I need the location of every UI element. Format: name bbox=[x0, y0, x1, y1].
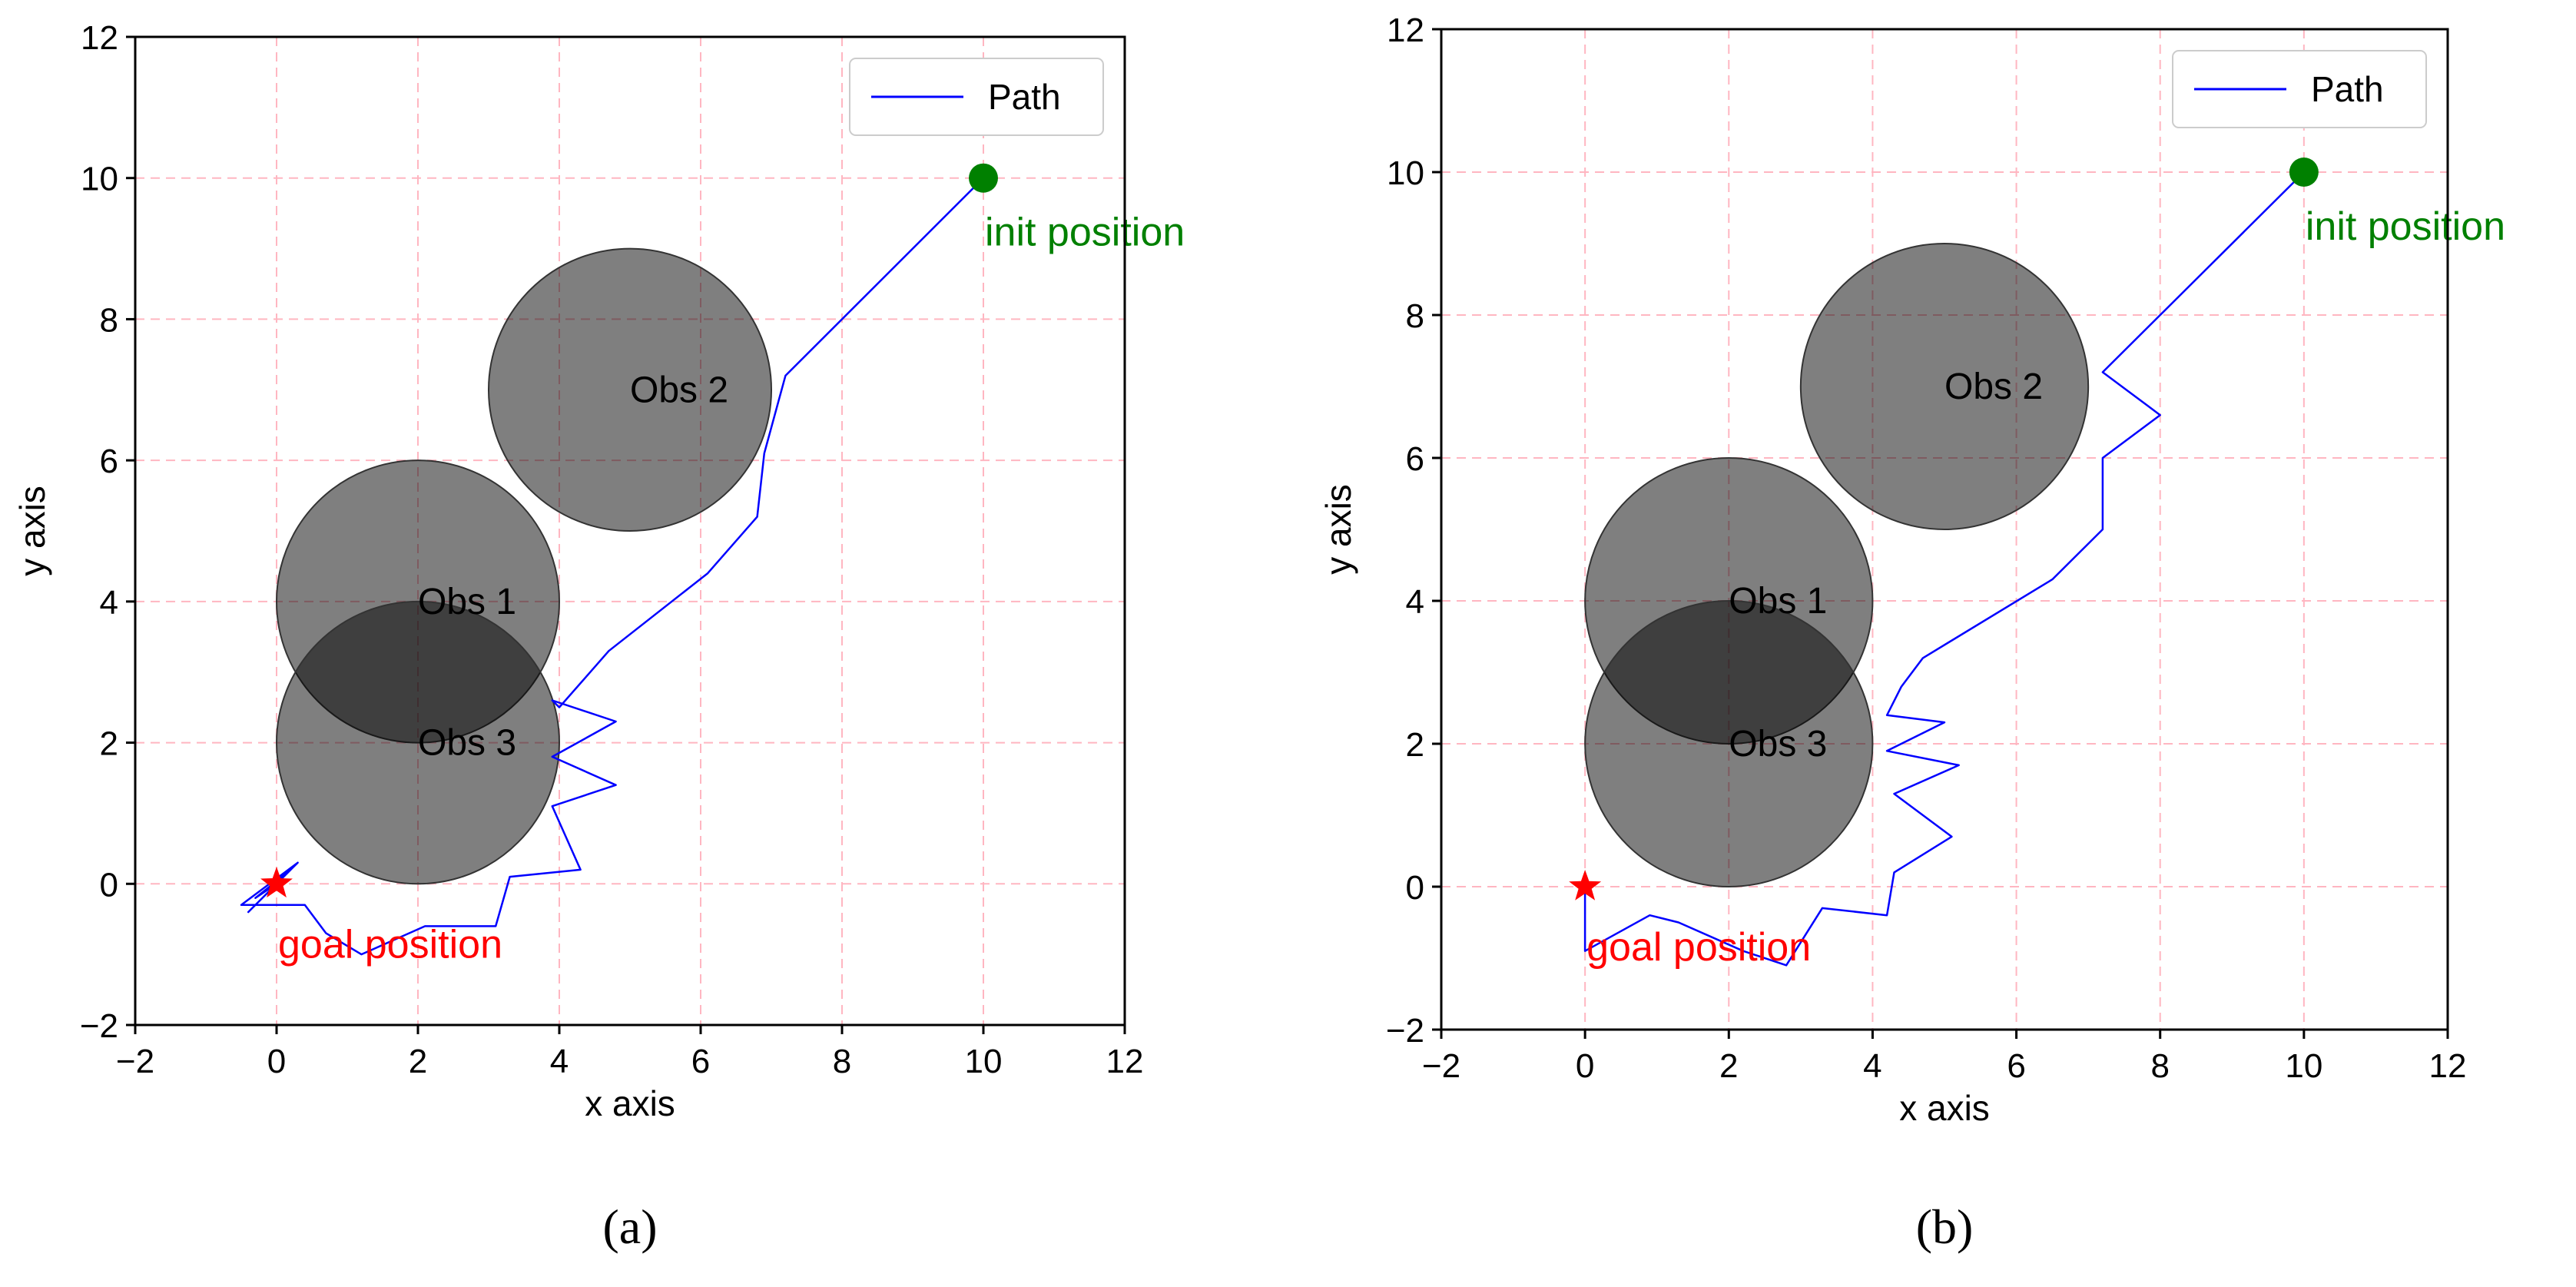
obstacle-label: Obs 1 bbox=[418, 582, 516, 622]
goal-label: goal position bbox=[278, 922, 502, 967]
obstacle-label: Obs 3 bbox=[418, 723, 516, 764]
goal-marker bbox=[1569, 870, 1602, 901]
y-tick-label: 0 bbox=[1406, 869, 1424, 907]
y-axis-label: y axis bbox=[12, 486, 52, 576]
y-tick-label: 6 bbox=[100, 443, 118, 480]
x-axis-label: x axis bbox=[585, 1083, 675, 1123]
legend-label: Path bbox=[2311, 69, 2384, 109]
x-tick-label: 10 bbox=[965, 1043, 1003, 1080]
x-tick-label: 4 bbox=[1863, 1047, 1881, 1085]
path-line bbox=[240, 177, 984, 956]
x-tick-label: 2 bbox=[409, 1043, 427, 1080]
axes-frame bbox=[1440, 28, 2449, 1031]
obstacle-circle bbox=[488, 247, 772, 532]
path-line bbox=[1583, 171, 2305, 967]
init-marker bbox=[969, 163, 998, 193]
obstacle-label: Obs 2 bbox=[630, 370, 728, 410]
obstacle-circle bbox=[276, 600, 560, 885]
init-label: init position bbox=[2306, 204, 2505, 249]
x-tick-label: 2 bbox=[1719, 1047, 1738, 1085]
obstacle-circle bbox=[1584, 600, 1874, 887]
x-tick-label: −2 bbox=[116, 1043, 154, 1080]
y-tick-label: −2 bbox=[80, 1007, 118, 1045]
obstacle-label: Obs 3 bbox=[1729, 724, 1827, 765]
y-tick-label: 8 bbox=[100, 301, 118, 339]
panel-label: (b) bbox=[1916, 1199, 1974, 1254]
legend: Path bbox=[2172, 50, 2427, 128]
y-tick-label: 0 bbox=[100, 866, 118, 904]
y-tick-label: 4 bbox=[1406, 583, 1424, 621]
x-tick-label: 4 bbox=[550, 1043, 569, 1080]
y-tick-label: 10 bbox=[1387, 154, 1424, 192]
y-tick-label: −2 bbox=[1386, 1012, 1424, 1050]
y-axis-label: y axis bbox=[1318, 484, 1358, 575]
x-axis-label: x axis bbox=[1899, 1088, 1990, 1128]
x-tick-label: −2 bbox=[1422, 1047, 1460, 1085]
legend-box bbox=[849, 58, 1104, 136]
goal-label: goal position bbox=[1586, 925, 1811, 970]
x-tick-label: 0 bbox=[1576, 1047, 1594, 1085]
y-tick-label: 6 bbox=[1406, 440, 1424, 478]
y-tick-label: 12 bbox=[81, 19, 118, 57]
y-tick-label: 2 bbox=[100, 725, 118, 763]
y-tick-label: 10 bbox=[81, 161, 118, 198]
axes-frame bbox=[134, 35, 1126, 1027]
chart-panel-b: Obs 1 Obs 2 Obs 3 init position goal positio… bbox=[1318, 12, 2505, 1254]
obstacle-label: Obs 1 bbox=[1729, 581, 1827, 622]
chart-panel-a: Obs 1 Obs 2 Obs 3 init position goal positio… bbox=[12, 19, 1185, 1254]
x-tick-label: 10 bbox=[2285, 1047, 2322, 1085]
y-tick-label: 4 bbox=[100, 584, 118, 622]
x-tick-label: 6 bbox=[2007, 1047, 2025, 1085]
x-tick-label: 6 bbox=[691, 1043, 710, 1080]
init-label: init position bbox=[985, 211, 1185, 255]
x-tick-label: 0 bbox=[267, 1043, 286, 1080]
legend-label: Path bbox=[988, 77, 1061, 117]
obstacle-label: Obs 2 bbox=[1944, 367, 2043, 407]
legend: Path bbox=[849, 58, 1104, 136]
x-tick-label: 8 bbox=[833, 1043, 851, 1080]
y-tick-label: 8 bbox=[1406, 297, 1424, 335]
x-tick-label: 12 bbox=[2429, 1047, 2467, 1085]
goal-marker bbox=[260, 867, 293, 898]
x-tick-label: 12 bbox=[1106, 1043, 1144, 1080]
y-tick-label: 2 bbox=[1406, 726, 1424, 764]
obstacle-circle bbox=[1799, 243, 2090, 530]
legend-box bbox=[2172, 50, 2427, 128]
init-marker bbox=[2289, 158, 2319, 187]
panel-label: (a) bbox=[602, 1199, 657, 1254]
y-tick-label: 12 bbox=[1387, 12, 1424, 49]
x-tick-label: 8 bbox=[2150, 1047, 2169, 1085]
